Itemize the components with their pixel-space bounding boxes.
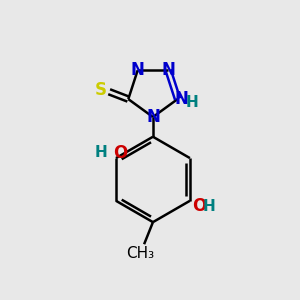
Text: O: O: [192, 197, 206, 215]
Text: H: H: [186, 94, 199, 110]
Text: CH₃: CH₃: [126, 246, 154, 261]
Text: H: H: [203, 199, 215, 214]
Text: N: N: [174, 90, 188, 108]
Text: S: S: [95, 81, 107, 99]
Text: H: H: [94, 145, 107, 160]
Text: O: O: [113, 144, 127, 162]
Text: N: N: [131, 61, 145, 79]
Text: N: N: [161, 61, 175, 79]
Text: N: N: [146, 108, 160, 126]
